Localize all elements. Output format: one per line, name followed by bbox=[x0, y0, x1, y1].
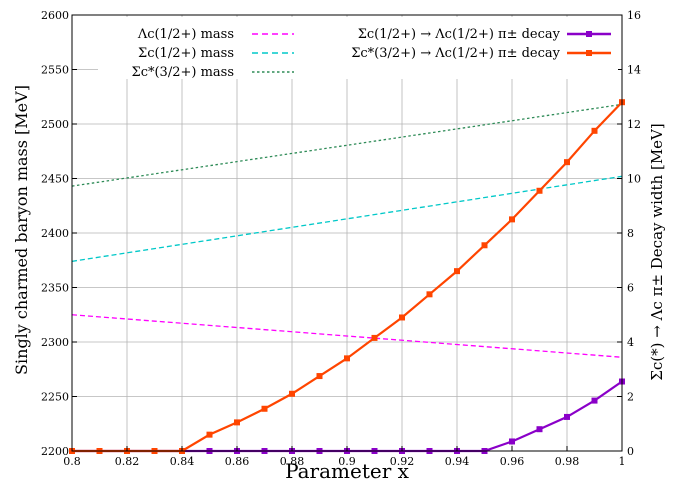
data-point bbox=[564, 159, 570, 166]
x-tick-label: 0.88 bbox=[280, 455, 305, 468]
data-point bbox=[564, 413, 570, 420]
y-left-tick-label: 2450 bbox=[41, 173, 69, 186]
y-right-tick-label: 10 bbox=[627, 173, 641, 186]
data-point bbox=[234, 419, 240, 426]
mass-line bbox=[71, 175, 623, 262]
y-left-tick-label: 2400 bbox=[41, 227, 69, 240]
data-point bbox=[316, 373, 323, 380]
x-tick-label: 0.86 bbox=[225, 455, 250, 468]
y-right-tick-label: 16 bbox=[627, 9, 641, 22]
y-left-tick-label: 2350 bbox=[41, 282, 69, 295]
x-tick-label: 0.96 bbox=[500, 455, 525, 468]
legend-label: Σc(1/2+) mass bbox=[138, 46, 234, 61]
legend: Λc(1/2+) mass Σc(1/2+) mass Σc*(3/2+) mass… bbox=[98, 17, 618, 80]
y-left-tick-label: 2500 bbox=[41, 118, 69, 131]
y-left-tick-label: 2300 bbox=[41, 336, 69, 349]
data-point bbox=[591, 127, 598, 134]
data-point bbox=[289, 390, 295, 397]
y-axis-label-left: Singly charmed baryon mass [MeV] bbox=[12, 85, 31, 375]
legend-background bbox=[98, 17, 618, 79]
data-point bbox=[536, 426, 543, 433]
y-right-tick-label: 4 bbox=[627, 336, 634, 349]
data-point bbox=[261, 405, 268, 412]
x-tick-label: 0.94 bbox=[445, 455, 470, 468]
x-tick-label: 0.98 bbox=[555, 455, 580, 468]
legend-marker bbox=[586, 50, 592, 56]
y-right-tick-label: 0 bbox=[627, 445, 634, 458]
mass-line bbox=[71, 314, 623, 358]
y-right-tick-label: 2 bbox=[627, 391, 634, 404]
y-right-tick-label: 12 bbox=[627, 118, 641, 131]
data-point bbox=[426, 291, 433, 298]
x-tick-label: 0.82 bbox=[115, 455, 140, 468]
data-point bbox=[481, 242, 488, 249]
legend-label: Σc(1/2+) → Λc(1/2+) π± decay bbox=[358, 27, 561, 42]
data-point bbox=[509, 216, 515, 223]
legend-marker bbox=[586, 31, 592, 37]
x-tick-label: 0.8 bbox=[63, 455, 81, 468]
data-point bbox=[371, 334, 378, 341]
x-tick-label: 1 bbox=[619, 455, 626, 468]
y-left-tick-label: 2550 bbox=[41, 64, 69, 77]
y-left-tick-label: 2250 bbox=[41, 391, 69, 404]
data-point bbox=[399, 314, 405, 321]
legend-label: Σc*(3/2+) mass bbox=[132, 65, 234, 80]
x-axis-label: Parameter x bbox=[285, 459, 410, 483]
y-left-tick-label: 2200 bbox=[41, 445, 69, 458]
y-left-tick-label: 2600 bbox=[41, 9, 69, 22]
ticks: 0.8 0.82 0.84 0.86 0.88 0.9 0.92 0.94 0.96 0.98 12… bbox=[41, 9, 641, 468]
data-point bbox=[454, 268, 460, 275]
x-tick-label: 0.84 bbox=[170, 455, 195, 468]
y-right-tick-label: 14 bbox=[627, 64, 641, 77]
y-right-tick-label: 6 bbox=[627, 282, 634, 295]
legend-label: Λc(1/2+) mass bbox=[137, 27, 234, 42]
legend-label: Σc*(3/2+) → Λc(1/2+) π± decay bbox=[351, 46, 560, 61]
data-point bbox=[509, 438, 515, 445]
y-axis-label-right: Σc(*) → Λc π± Decay width [MeV] bbox=[648, 123, 666, 380]
x-tick-label: 0.9 bbox=[338, 455, 356, 468]
data-point bbox=[344, 355, 350, 362]
x-tick-label: 0.92 bbox=[390, 455, 415, 468]
grid bbox=[71, 14, 623, 452]
y-right-tick-label: 8 bbox=[627, 227, 634, 240]
data-point bbox=[536, 187, 543, 194]
data-point bbox=[591, 397, 598, 404]
data-point bbox=[206, 431, 213, 438]
